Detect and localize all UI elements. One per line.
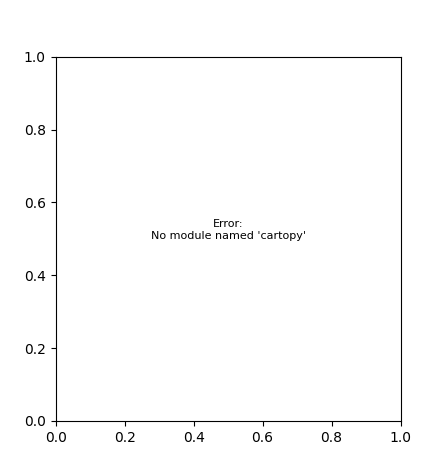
Text: Error:
No module named 'cartopy': Error: No module named 'cartopy' [150, 219, 306, 241]
